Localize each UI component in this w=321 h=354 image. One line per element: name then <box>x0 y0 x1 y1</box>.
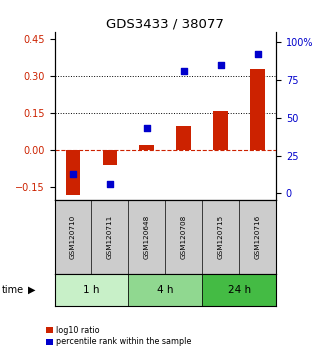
Point <box>181 68 186 74</box>
Bar <box>103 150 117 165</box>
Bar <box>66 150 81 195</box>
Text: time: time <box>2 285 24 295</box>
Text: 24 h: 24 h <box>228 285 251 295</box>
Text: GSM120711: GSM120711 <box>107 215 113 259</box>
Bar <box>128 274 202 306</box>
Text: ▶: ▶ <box>28 285 36 295</box>
Text: GSM120716: GSM120716 <box>255 215 261 259</box>
Point <box>255 52 260 57</box>
Bar <box>202 274 276 306</box>
Point <box>71 171 76 176</box>
Text: GSM120715: GSM120715 <box>218 215 224 259</box>
Bar <box>250 69 265 150</box>
Title: GDS3433 / 38077: GDS3433 / 38077 <box>106 18 224 31</box>
Text: 1 h: 1 h <box>83 285 100 295</box>
Point <box>144 126 150 131</box>
Legend: log10 ratio, percentile rank within the sample: log10 ratio, percentile rank within the … <box>46 326 192 347</box>
Text: GSM120710: GSM120710 <box>70 215 76 259</box>
Bar <box>213 111 228 150</box>
Bar <box>55 274 128 306</box>
Text: GSM120648: GSM120648 <box>144 215 150 259</box>
Text: 4 h: 4 h <box>157 285 174 295</box>
Point <box>218 62 223 68</box>
Bar <box>177 126 191 150</box>
Text: GSM120708: GSM120708 <box>181 215 187 259</box>
Bar <box>139 145 154 150</box>
Point <box>107 181 112 187</box>
